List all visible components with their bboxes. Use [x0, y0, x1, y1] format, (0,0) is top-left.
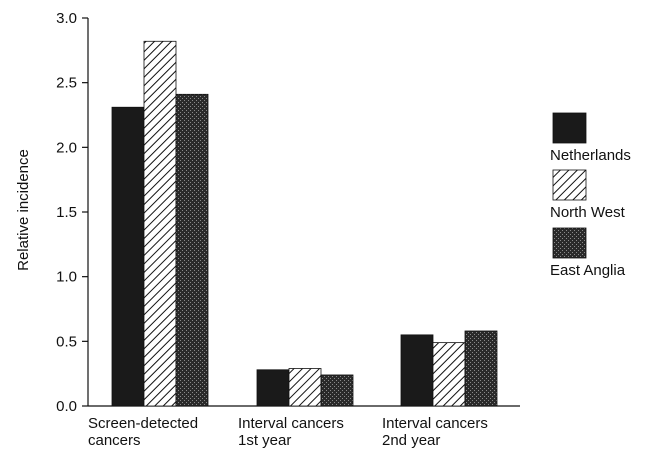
- category-label: Screen-detected: [88, 415, 198, 432]
- y-tick-label: 2.0: [56, 139, 77, 156]
- legend-swatch-netherlands: [552, 112, 587, 144]
- y-axis: 0.0 0.5 1.0 1.5 2.0 2.5 3.0: [56, 10, 89, 415]
- y-axis-title: Relative incidence: [15, 149, 32, 271]
- y-tick-label: 1.0: [56, 269, 77, 286]
- bar-netherlands-0: [111, 106, 145, 407]
- legend: Netherlands North West East Anglia: [550, 112, 631, 279]
- bar-north-west-0: [143, 40, 177, 407]
- y-tick-label: 0.5: [56, 333, 77, 350]
- category-label: 1st year: [238, 432, 291, 449]
- bar-north-west-2: [432, 342, 466, 407]
- bar-east-anglia-2: [464, 330, 498, 407]
- bar-netherlands-2: [400, 334, 434, 407]
- bar-east-anglia-0: [175, 93, 209, 407]
- legend-label-north-west: North West: [550, 204, 626, 221]
- category-label: Interval cancers: [382, 415, 488, 432]
- bar-series-group: [111, 40, 498, 407]
- y-tick-label: 1.5: [56, 204, 77, 221]
- legend-label-netherlands: Netherlands: [550, 147, 631, 164]
- bar-north-west-1: [288, 368, 322, 407]
- bar-east-anglia-1: [320, 374, 354, 407]
- y-tick-label: 0.0: [56, 398, 77, 415]
- y-tick-label: 3.0: [56, 10, 77, 27]
- legend-label-east-anglia: East Anglia: [550, 262, 626, 279]
- category-label: cancers: [88, 432, 141, 449]
- category-label: 2nd year: [382, 432, 440, 449]
- legend-swatch-east-anglia: [552, 227, 587, 259]
- legend-swatch-north-west: [552, 169, 587, 201]
- category-label: Interval cancers: [238, 415, 344, 432]
- bar-netherlands-1: [256, 369, 290, 407]
- y-tick-label: 2.5: [56, 75, 77, 92]
